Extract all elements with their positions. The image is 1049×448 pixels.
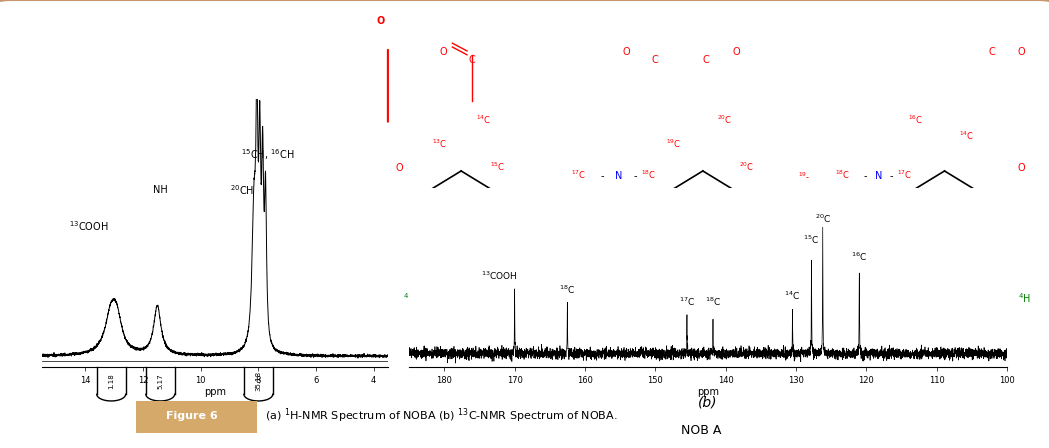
Text: C: C xyxy=(988,47,996,57)
Text: $^{20}$CH: $^{20}$CH xyxy=(230,183,254,197)
Text: $^{19}$-: $^{19}$- xyxy=(798,172,811,181)
Text: NOB A: NOB A xyxy=(681,424,722,437)
Text: $^{17}$C: $^{17}$C xyxy=(679,296,695,309)
Text: $^{14}$C: $^{14}$C xyxy=(476,114,491,126)
Text: $^1$H: $^1$H xyxy=(462,314,474,328)
Text: $^{13}$COOH: $^{13}$COOH xyxy=(481,270,518,282)
Text: $^{18}$C: $^{18}$C xyxy=(559,284,576,296)
Text: $^{14}$C: $^{14}$C xyxy=(959,129,975,142)
Text: $^{13}$C: $^{13}$C xyxy=(476,269,491,281)
Text: =: = xyxy=(491,194,499,204)
Text: $^3$H: $^3$H xyxy=(703,314,716,328)
Text: $^{15}$C: $^{15}$C xyxy=(491,160,506,173)
Text: $^{14}$C: $^{14}$C xyxy=(785,289,800,302)
Text: -: - xyxy=(864,171,868,181)
Text: =: = xyxy=(443,252,452,262)
Text: $^{20}$C: $^{20}$C xyxy=(740,160,754,173)
Text: $^4$H: $^4$H xyxy=(1018,291,1031,305)
Text: $^4$H: $^4$H xyxy=(403,291,415,305)
Text: $^{18}$C: $^{18}$C xyxy=(705,296,721,309)
Text: $^{15}$C: $^{15}$C xyxy=(907,230,923,243)
Text: (a) $^1$H-NMR Spectrum of NOBA (b) $^{13}$C-NMR Spectrum of NOBA.: (a) $^1$H-NMR Spectrum of NOBA (b) $^{13… xyxy=(265,406,618,425)
Text: (b): (b) xyxy=(699,396,718,410)
Text: $^{20}$C: $^{20}$C xyxy=(815,212,831,225)
FancyBboxPatch shape xyxy=(128,401,257,433)
Text: $^{18}$C: $^{18}$C xyxy=(835,168,850,181)
X-axis label: ppm: ppm xyxy=(205,387,226,397)
Text: N: N xyxy=(615,171,622,181)
Text: O: O xyxy=(732,47,740,57)
Text: $^{16}$C: $^{16}$C xyxy=(491,230,506,243)
Text: $^2$H: $^2$H xyxy=(886,291,899,305)
Text: NH: NH xyxy=(153,185,168,194)
Text: $^{20}$C: $^{20}$C xyxy=(718,114,732,126)
Text: (a): (a) xyxy=(206,415,224,430)
Text: C: C xyxy=(703,55,709,65)
Text: -: - xyxy=(634,171,637,181)
Text: $^{17}$C: $^{17}$C xyxy=(897,168,913,181)
Text: H: H xyxy=(882,209,890,220)
Text: $^{13}$C: $^{13}$C xyxy=(432,138,447,150)
Text: O: O xyxy=(622,47,629,57)
Text: $^{18}$C: $^{18}$C xyxy=(641,168,656,181)
Text: $^2$H: $^2$H xyxy=(637,291,650,305)
Text: Figure 6: Figure 6 xyxy=(167,411,218,421)
Text: C: C xyxy=(469,55,475,65)
Text: $^{19}$C: $^{19}$C xyxy=(666,138,682,150)
Text: N: N xyxy=(875,171,882,181)
Text: O: O xyxy=(1018,163,1025,173)
Text: $^{16}$C: $^{16}$C xyxy=(907,114,923,126)
Text: O: O xyxy=(377,16,385,26)
Text: $^{16}$C: $^{16}$C xyxy=(851,251,868,263)
Text: $^{17}$C: $^{17}$C xyxy=(571,168,586,181)
Text: C: C xyxy=(651,55,659,65)
Text: O: O xyxy=(1018,47,1025,57)
Text: $^1$H: $^1$H xyxy=(944,314,958,328)
Text: $^{15}$CH, $^{16}$CH: $^{15}$CH, $^{16}$CH xyxy=(241,147,295,162)
Text: 5.17: 5.17 xyxy=(157,373,164,388)
Text: $^{13}$COOH: $^{13}$COOH xyxy=(68,219,108,233)
Text: $^3$H: $^3$H xyxy=(769,291,782,305)
Text: H: H xyxy=(619,209,626,220)
Text: O: O xyxy=(395,163,403,173)
Text: $^2$H: $^2$H xyxy=(527,291,540,305)
X-axis label: ppm: ppm xyxy=(698,387,719,397)
Text: -: - xyxy=(890,171,893,181)
Text: $^{15}$C: $^{15}$C xyxy=(804,233,819,246)
Text: 1.18: 1.18 xyxy=(108,373,114,389)
Text: 35.18: 35.18 xyxy=(255,371,261,391)
Text: $^{13}$-: $^{13}$- xyxy=(959,272,971,281)
Text: -: - xyxy=(600,171,604,181)
Text: O: O xyxy=(440,47,447,57)
